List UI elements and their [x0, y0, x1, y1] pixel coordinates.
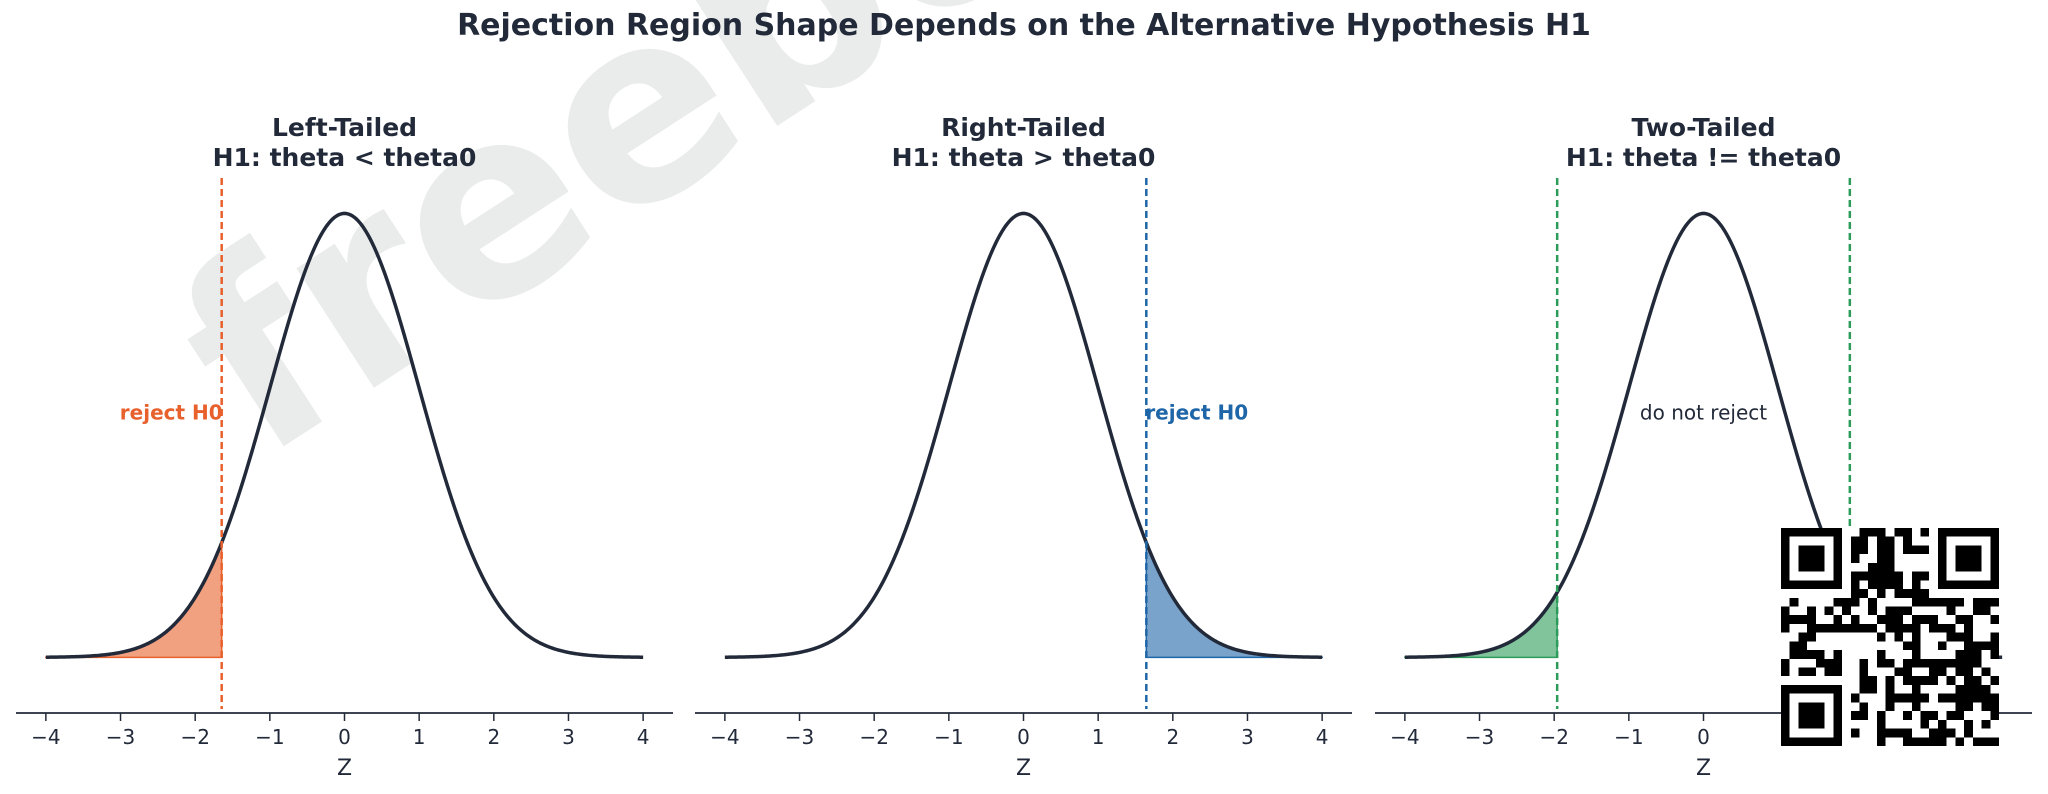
annotation-label: reject H0 — [120, 401, 223, 425]
x-tick-label: 2 — [487, 725, 500, 749]
x-tick-label: −4 — [31, 725, 60, 749]
x-tick-label: −2 — [1539, 725, 1568, 749]
x-tick-label: −3 — [1465, 725, 1494, 749]
figure-title: Rejection Region Shape Depends on the Al… — [457, 8, 1591, 43]
x-tick-label: −4 — [1390, 725, 1419, 749]
x-axis-label: Z — [1016, 756, 1031, 781]
density-curve — [45, 211, 644, 659]
x-tick-label: −3 — [785, 725, 814, 749]
x-axis-label: Z — [1696, 756, 1711, 781]
x-tick-label: 4 — [637, 725, 650, 749]
x-tick-label: −1 — [934, 725, 963, 749]
x-tick-label: −2 — [180, 725, 209, 749]
annotation-label: reject H0 — [1145, 401, 1248, 425]
x-tick-label: 1 — [413, 725, 426, 749]
panel-subtitle: H1: theta > theta0 — [892, 143, 1156, 172]
x-tick-label: −3 — [106, 725, 135, 749]
x-tick-label: 0 — [1017, 725, 1030, 749]
x-tick-label: 2 — [1166, 725, 1179, 749]
x-tick-label: 4 — [1316, 725, 1329, 749]
x-tick-label: −1 — [255, 725, 284, 749]
panel-subtitle: H1: theta < theta0 — [213, 143, 477, 172]
panel-subtitle: H1: theta != theta0 — [1566, 143, 1841, 172]
panel-title: Right-Tailed — [941, 113, 1106, 142]
x-tick-label: −1 — [1614, 725, 1643, 749]
density-curve — [724, 211, 1323, 659]
panel-title: Left-Tailed — [272, 113, 417, 142]
x-tick-label: 3 — [1241, 725, 1254, 749]
x-tick-label: −4 — [710, 725, 739, 749]
x-tick-label: 0 — [1697, 725, 1710, 749]
x-tick-label: −2 — [859, 725, 888, 749]
annotation-label: do not reject — [1640, 401, 1767, 425]
x-tick-label: 3 — [562, 725, 575, 749]
panel-title: Two-Tailed — [1632, 113, 1776, 142]
x-tick-label: 0 — [338, 725, 351, 749]
qr-code-icon — [1781, 528, 1999, 746]
x-tick-label: 1 — [1092, 725, 1105, 749]
x-axis-label: Z — [337, 756, 352, 781]
